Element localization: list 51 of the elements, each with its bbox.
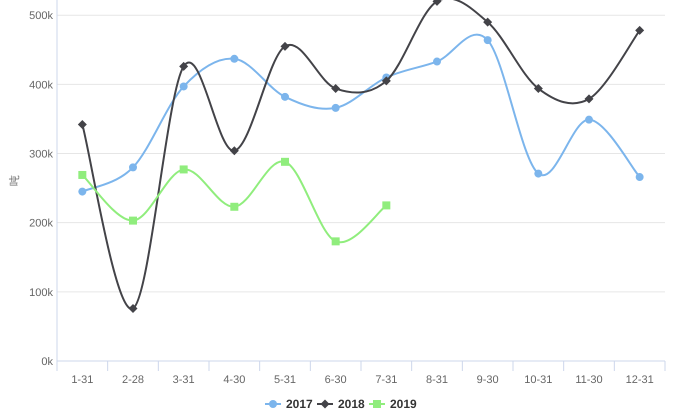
- point: [230, 54, 238, 63]
- point: [332, 237, 340, 246]
- point: [180, 82, 188, 90]
- point: [332, 104, 340, 112]
- x-tick-label: 10-31: [524, 374, 552, 386]
- point: [331, 84, 340, 94]
- point: [534, 84, 543, 94]
- y-tick-label: 0k: [41, 356, 54, 368]
- point: [230, 202, 238, 211]
- y-tick-label: 100k: [29, 286, 54, 299]
- x-tick-label: 3-31: [172, 374, 195, 386]
- x-tick-label: 4-30: [223, 374, 246, 386]
- x-tick-label: 1-31: [71, 374, 94, 386]
- point: [78, 170, 86, 179]
- point: [585, 116, 593, 124]
- point: [129, 163, 137, 172]
- x-tick-label: 6-30: [324, 374, 347, 386]
- point: [483, 18, 492, 27]
- legend-label: 2018: [338, 397, 366, 411]
- point: [534, 170, 542, 178]
- point: [636, 173, 644, 182]
- y-axis-title: 吨: [8, 175, 21, 186]
- point: [78, 120, 87, 129]
- y-tick-label: 500k: [29, 10, 54, 22]
- point: [484, 36, 492, 44]
- point: [280, 42, 290, 51]
- y-tick-label: 400k: [29, 79, 54, 92]
- point: [281, 158, 289, 166]
- x-tick-label: 11-30: [575, 374, 603, 386]
- point: [78, 188, 86, 196]
- legend-label: 2017: [286, 397, 314, 411]
- x-tick-label: 2-28: [122, 374, 144, 386]
- point: [382, 201, 390, 210]
- x-tick-label: 5-31: [274, 374, 296, 386]
- x-tick-label: 9-30: [476, 374, 499, 386]
- x-tick-label: 8-31: [426, 374, 448, 386]
- point: [635, 26, 644, 35]
- point: [584, 94, 594, 104]
- point: [230, 146, 239, 156]
- point: [128, 304, 138, 313]
- point: [180, 165, 188, 174]
- y-tick-label: 300k: [29, 148, 54, 161]
- point: [281, 92, 289, 101]
- point: [129, 216, 137, 225]
- point: [382, 76, 391, 86]
- x-tick-label: 7-31: [375, 374, 398, 386]
- point: [433, 58, 441, 66]
- y-tick-label: 200k: [29, 218, 54, 230]
- legend-label: 2019: [390, 397, 418, 411]
- x-tick-label: 12-31: [626, 374, 654, 386]
- point: [179, 62, 188, 71]
